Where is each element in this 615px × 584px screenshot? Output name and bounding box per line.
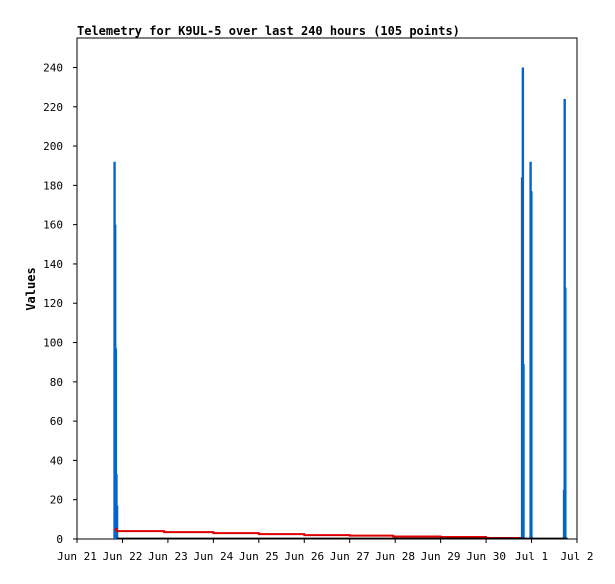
y-tick-label: 0: [56, 533, 63, 546]
x-tick-label: Jun 29: [421, 550, 461, 563]
data-bar: [522, 364, 525, 539]
x-tick-label: Jun 27: [330, 550, 370, 563]
series-layer: [113, 67, 568, 540]
y-tick-label: 100: [43, 337, 63, 350]
y-tick-label: 60: [50, 415, 63, 428]
x-tick-label: Jun 21: [57, 550, 97, 563]
data-bar: [521, 67, 525, 540]
trend-point: [163, 531, 165, 533]
chart-title: Telemetry for K9UL-5 over last 240 hours…: [77, 24, 460, 38]
y-tick-label: 160: [43, 219, 63, 232]
plot-area-frame: [76, 37, 578, 540]
x-tick-label: Jun 23: [148, 550, 188, 563]
trend-point: [114, 528, 116, 530]
y-axis-label: Values: [24, 267, 38, 310]
y-axis: 0 20 40 60 80 100 120 140 160 180 200 220 240: [43, 61, 77, 546]
x-tick-label: Jun 26: [284, 550, 324, 563]
trend-point: [392, 535, 394, 538]
x-tick-label: Jul 1: [515, 550, 548, 563]
data-bar: [114, 348, 118, 539]
trend-point: [303, 534, 305, 536]
x-tick-label: Jun 28: [375, 550, 415, 563]
y-tick-label: 120: [43, 297, 63, 310]
y-tick-label: 20: [50, 494, 63, 507]
y-tick-label: 240: [43, 61, 63, 74]
x-axis: Jun 21 Jun 22 Jun 23 Jun 24 Jun 25 Jun 26 Jun …: [57, 539, 594, 563]
trend-point: [440, 536, 442, 538]
x-tick-label: Jun 24: [193, 550, 233, 563]
y-tick-label: 180: [43, 179, 63, 192]
trend-point: [258, 533, 260, 535]
x-tick-label: Jul 2: [560, 550, 593, 563]
trend-point: [116, 530, 118, 532]
y-tick-label: 220: [43, 101, 63, 114]
data-bar: [564, 287, 567, 539]
y-tick-label: 40: [50, 454, 63, 467]
x-tick-label: Jun 30: [466, 550, 506, 563]
x-tick-label: Jun 25: [239, 550, 279, 563]
y-tick-label: 200: [43, 140, 63, 153]
data-bar: [115, 505, 119, 539]
trend-point: [349, 535, 351, 537]
data-bar: [530, 191, 533, 539]
trend-point: [212, 532, 214, 534]
trend-line: [114, 528, 522, 540]
x-tick-label: Jun 22: [103, 550, 143, 563]
y-tick-label: 140: [43, 258, 63, 271]
y-tick-label: 80: [50, 376, 63, 389]
